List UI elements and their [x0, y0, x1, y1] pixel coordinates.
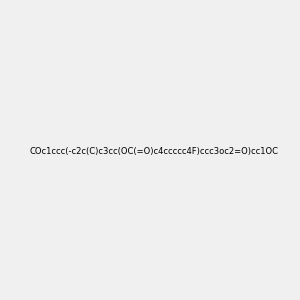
- Text: COc1ccc(-c2c(C)c3cc(OC(=O)c4ccccc4F)ccc3oc2=O)cc1OC: COc1ccc(-c2c(C)c3cc(OC(=O)c4ccccc4F)ccc3…: [29, 147, 278, 156]
